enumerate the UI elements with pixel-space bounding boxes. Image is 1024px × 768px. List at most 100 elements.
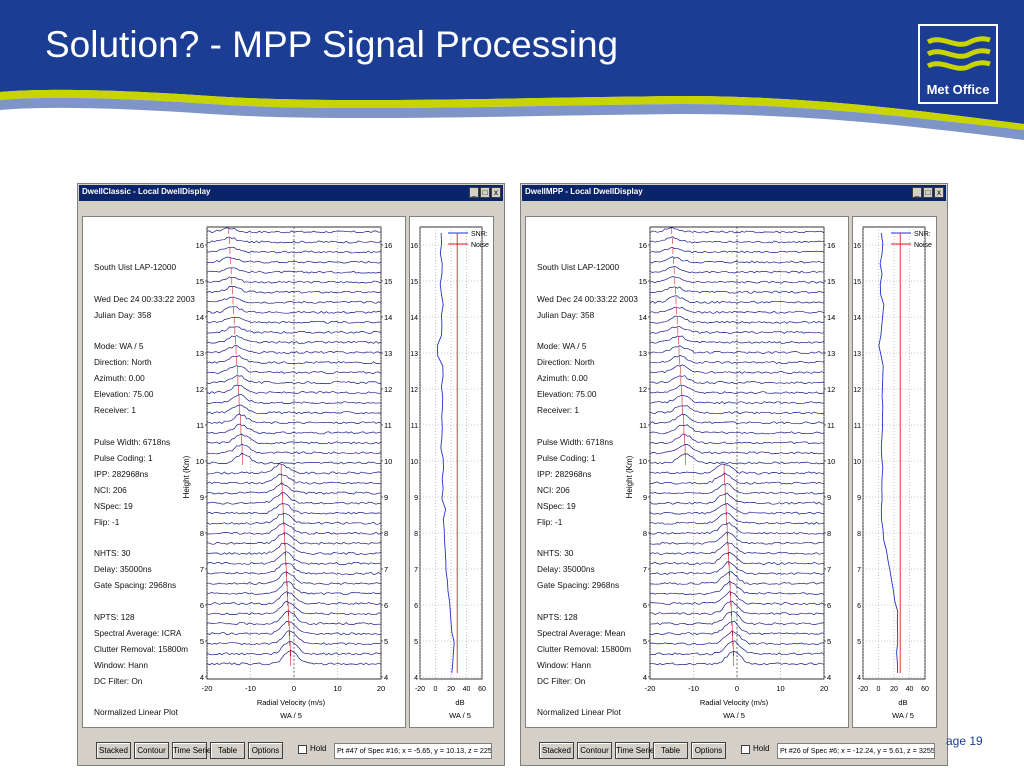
spectrum-trace: [649, 444, 825, 455]
spectrum-trace: [649, 600, 825, 616]
time-series-button[interactable]: Time Series: [172, 742, 215, 759]
y-tick-label-right: 5: [384, 637, 388, 646]
snr-panel: 16 15 14 13 12 11 10 9 8 7 6 5 4 -20 0 20 40 60 SNR: Noi…: [409, 216, 494, 728]
spectrum-trace: [206, 503, 382, 515]
y-tick-label: 14: [853, 315, 861, 322]
y-tick-label-right: 7: [384, 565, 388, 574]
y-tick-label-right: 15: [827, 277, 835, 286]
y-tick-label: 4: [414, 675, 418, 682]
y-tick-label: 10: [196, 457, 204, 466]
x-tick-label: 60: [478, 686, 486, 693]
y-tick-label: 5: [200, 637, 204, 646]
info-line: NSpec: 19: [94, 500, 133, 511]
status-bar: Pt #26 of Spec #6; x = -12.24, y = 5.61,…: [777, 743, 935, 759]
spectrum-trace: [206, 620, 382, 636]
info-line: NSpec: 19: [537, 500, 576, 511]
window-toolbar: Stacked Contour Time Series Table Option…: [78, 735, 504, 765]
info-line: Azimuth: 0.00: [537, 373, 588, 383]
snr-x-ticks: -20 0 20 40 60: [858, 686, 929, 693]
spectrum-trace: [206, 355, 382, 364]
y-tick-label: 15: [410, 279, 418, 286]
minimize-icon[interactable]: _: [469, 187, 479, 198]
snr-plot[interactable]: 16 15 14 13 12 11 10 9 8 7 6 5 4 -20 0 20 40 60 SNR: Noi…: [853, 217, 936, 727]
spectrum-trace: [206, 610, 382, 626]
spectrum-trace: [649, 315, 824, 324]
spectrum-trace: [206, 394, 382, 405]
info-line: Gate Spacing: 2968ns: [94, 580, 177, 590]
spectrum-trace: [649, 335, 825, 344]
y-tick-label: 7: [200, 565, 204, 574]
table-button[interactable]: Table: [210, 742, 245, 759]
spectrum-trace: [206, 296, 382, 304]
hold-label: Hold: [310, 744, 327, 753]
snr-panel: 16 15 14 13 12 11 10 9 8 7 6 5 4 -20 0 20 40 60 SNR: Noi…: [852, 216, 937, 728]
spectrum-trace: [649, 295, 825, 304]
y-tick-label: 14: [196, 313, 204, 322]
spectrum-trace: [649, 472, 825, 485]
spectrum-trace: [649, 463, 825, 475]
spectrum-trace: [649, 326, 825, 334]
met-office-logo: Met Office: [918, 24, 998, 104]
spectrum-trace: [206, 227, 382, 234]
time-series-button[interactable]: Time Series: [615, 742, 658, 759]
spectrum-trace: [206, 404, 382, 415]
y-tick-label-right: 8: [384, 529, 388, 538]
close-icon[interactable]: x: [934, 187, 944, 198]
spectrum-trace: [206, 267, 382, 274]
y-tick-label: 15: [196, 277, 204, 286]
slide-title: Solution? - MPP Signal Processing: [45, 24, 619, 65]
options-button[interactable]: Options: [691, 742, 726, 759]
hold-checkbox[interactable]: [741, 745, 750, 754]
spectrum-trace: [649, 413, 824, 425]
y-tick-label: 16: [639, 241, 647, 250]
spectrum-trace: [206, 522, 382, 535]
minimize-icon[interactable]: _: [912, 187, 922, 198]
radar-info-text: South Uist LAP-12000 Wed Dec 24 00:33:22…: [94, 259, 195, 720]
spectrum-trace: [206, 375, 381, 385]
spectrum-trace: [206, 532, 382, 545]
y-tick-label-right: 16: [384, 241, 392, 250]
spectrum-trace: [206, 542, 382, 555]
spectra-plot[interactable]: 16 16 15 15 14 14 13 13 12 12 11 11 10 10 9 9 8 8 7 7 6 6 5 5 4 4…: [526, 217, 848, 727]
legend-noise: Noise: [914, 242, 932, 249]
spectrum-trace: [206, 423, 382, 435]
y-tick-label: 9: [643, 493, 647, 502]
spectrum-trace: [206, 276, 382, 284]
info-line: Spectral Average: ICRA: [94, 627, 182, 638]
x-tick-label: 20: [447, 686, 455, 693]
close-icon[interactable]: x: [491, 187, 501, 198]
info-line: Wed Dec 24 00:33:22 2003: [94, 293, 195, 304]
y-tick-label-right: 7: [827, 565, 831, 574]
y-tick-label: 4: [857, 675, 861, 682]
info-line: Pulse Width: 6718ns: [94, 436, 171, 447]
y-tick-label: 16: [410, 243, 418, 250]
stacked-button[interactable]: Stacked: [539, 742, 574, 759]
spectrum-trace: [649, 620, 825, 636]
spectrum-trace: [649, 512, 825, 525]
spectrum-trace: [649, 571, 825, 585]
options-button[interactable]: Options: [248, 742, 283, 759]
info-line: Mode: WA / 5: [94, 341, 144, 351]
x-tick-label: 0: [877, 686, 881, 693]
stacked-button[interactable]: Stacked: [96, 742, 131, 759]
x-tick-label: 0: [735, 684, 739, 693]
spectrum-trace: [206, 384, 382, 395]
spectrum-trace: [649, 611, 825, 626]
maximize-icon[interactable]: □: [923, 187, 933, 198]
snr-plot[interactable]: 16 15 14 13 12 11 10 9 8 7 6 5 4 -20 0 20 40 60 SNR: Noi…: [410, 217, 493, 727]
maximize-icon[interactable]: □: [480, 187, 490, 198]
slide-header-banner: [0, 0, 1024, 140]
y-tick-label-right: 4: [384, 673, 388, 682]
spectrum-trace: [649, 424, 825, 435]
contour-button[interactable]: Contour: [577, 742, 612, 759]
spectra-plot[interactable]: 16 16 15 15 14 14 13 13 12 12 11 11 10 10 9 9 8 8 7 7 6 6 5 5 4 4…: [83, 217, 405, 727]
spectrum-trace: [649, 364, 825, 374]
y-tick-label-right: 11: [827, 421, 835, 430]
spectrum-trace: [206, 365, 382, 375]
hold-checkbox[interactable]: [298, 745, 307, 754]
y-tick-label-right: 13: [384, 349, 392, 358]
contour-button[interactable]: Contour: [134, 742, 169, 759]
legend-snr: SNR:: [914, 231, 931, 238]
y-tick-label: 7: [857, 567, 861, 574]
table-button[interactable]: Table: [653, 742, 688, 759]
